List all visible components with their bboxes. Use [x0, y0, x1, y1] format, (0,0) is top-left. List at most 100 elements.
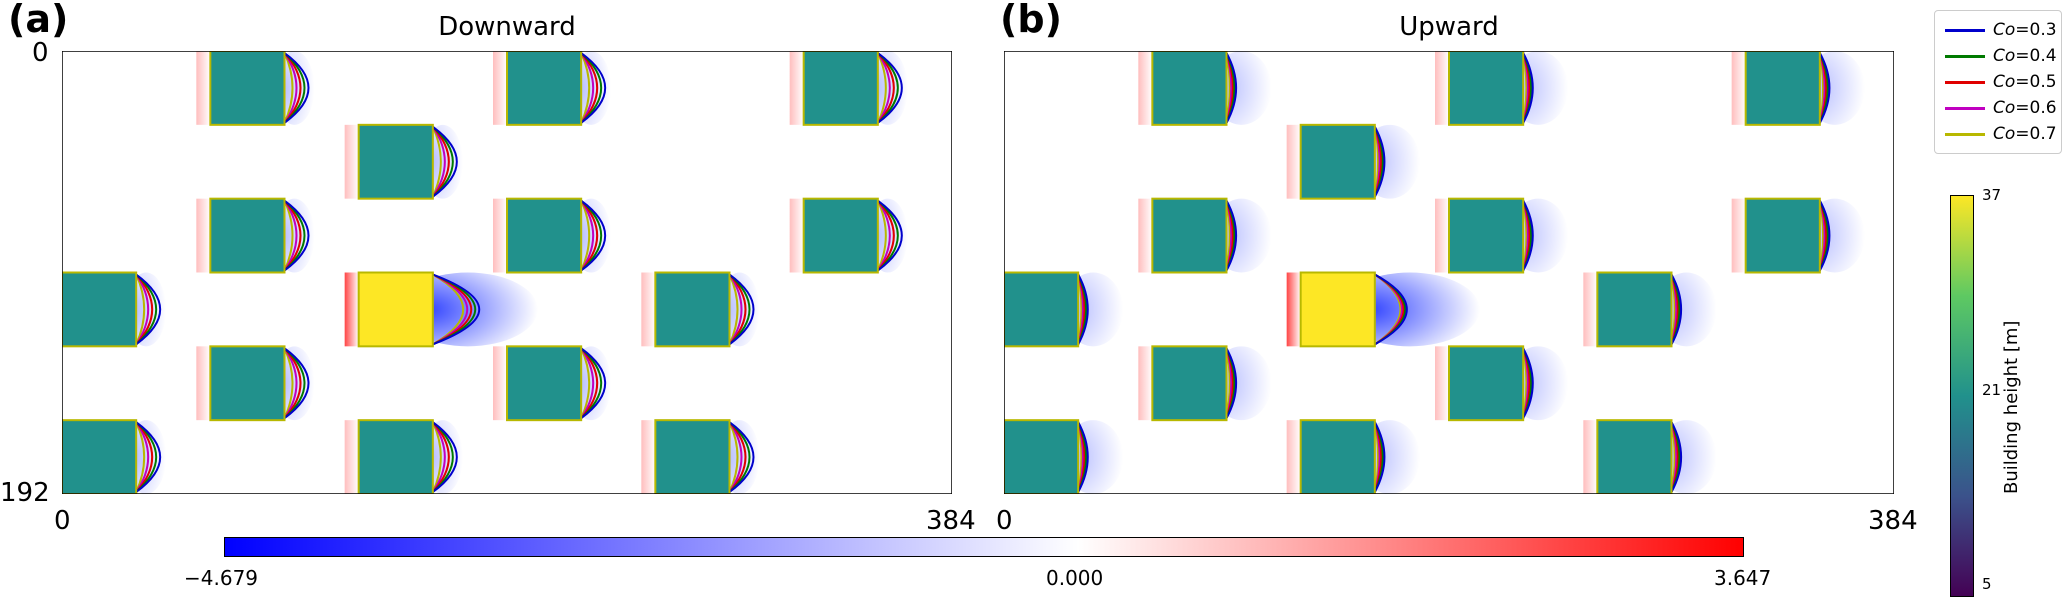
panel-a-contour-2-2: [877, 52, 895, 124]
panel-a-contour-5-4: [580, 200, 591, 271]
panel-a-contour-12-4: [135, 421, 146, 493]
panel-a-contour-6-4: [876, 200, 887, 271]
panel-b-upstream-band-11: [1435, 346, 1449, 421]
panel-b-building-10: [1151, 345, 1228, 422]
panel-a-contour-1-3: [580, 52, 595, 124]
height-colorbar-tick-mid: 21: [1982, 381, 2002, 399]
panel-b-building-9: [1596, 271, 1673, 348]
panel-a-building-0: [209, 51, 286, 126]
panel-a-contour-1-2: [580, 52, 599, 124]
panel-a-contour-1-4: [580, 52, 591, 124]
panel-a-contour-0-4: [283, 52, 294, 124]
panel-b-building-3: [1299, 123, 1376, 200]
panel-a-building-9: [654, 271, 731, 348]
panel-b-contour-13-0: [1373, 421, 1386, 493]
panel-b-contour-11-0: [1522, 347, 1534, 419]
panel-a-contour-2-0: [877, 52, 903, 124]
panel-b-x-tick-left: 0: [996, 506, 1013, 536]
panel-b-upstream-band-2: [1731, 51, 1746, 125]
panel-a-building-2: [802, 51, 879, 126]
panel-a-upstream-band-8: [344, 272, 359, 347]
panel-a-contour-0-3: [283, 52, 298, 124]
panel-a-building-14: [654, 419, 731, 494]
panel-a-upstream-band-11: [493, 346, 507, 421]
panel-a-contour-5-2: [580, 199, 599, 272]
legend-swatch-3: [1945, 106, 1985, 110]
panel-a-title: Downward: [438, 12, 576, 42]
panel-a-contour-11-0: [580, 347, 606, 419]
panel-a-upstream-band-1: [493, 51, 507, 125]
panel-b-buildings: [1004, 51, 1821, 494]
panel-b-building-13: [1299, 419, 1376, 494]
panel-a-building-12: [62, 419, 138, 494]
panel-b-contour-14-0: [1670, 421, 1682, 493]
panel-a-contour-9-2: [728, 273, 747, 346]
panel-b-upstream-band-1: [1435, 51, 1449, 125]
panel-b-upstream-band-4: [1138, 198, 1153, 273]
panel-a-upstream-band-0: [196, 51, 211, 125]
height-colorbar: [1950, 195, 1974, 597]
panel-b-upstream-band-5: [1435, 198, 1449, 273]
panel-a-contour-6-0: [877, 199, 903, 272]
panel-b-contour-8-0: [1374, 273, 1408, 346]
panel-b-upstream-band-6: [1731, 198, 1746, 273]
legend-swatch-2: [1945, 80, 1985, 84]
panel-a-building-4: [209, 197, 286, 274]
panel-a-contour-3-3: [432, 126, 446, 198]
panel-a-contour-14-3: [728, 421, 743, 493]
panel-b-contour-2-0: [1818, 52, 1831, 124]
panel-b-upstream-band-0: [1138, 51, 1153, 125]
panel-a-x-tick-right: 384: [926, 506, 976, 536]
panel-a-contour-13-4: [431, 421, 442, 493]
panel-b-title: Upward: [1399, 12, 1499, 42]
panel-a-contour-6-3: [877, 200, 891, 272]
panel-a-building-13: [357, 419, 434, 494]
panel-a-contour-8-0: [432, 273, 480, 346]
panel-a-upstream-band-13: [344, 420, 359, 494]
field-colorbar-min-label: −4.679: [184, 566, 259, 590]
panel-a-contour-3-2: [432, 126, 450, 198]
panel-b-contour-10-0: [1225, 347, 1237, 419]
legend-label-0: Co=0.3: [1993, 19, 2057, 40]
panel-a-contour-10-2: [283, 347, 302, 419]
panel-b-building-8: [1299, 271, 1376, 348]
panel-b-upstream-band-9: [1583, 272, 1598, 347]
panel-a-contours: [135, 52, 903, 493]
panel-a-contour-12-0: [135, 421, 161, 493]
panel-b-contour-1-0: [1522, 52, 1534, 124]
panel-a-upstream-band-5: [493, 198, 507, 273]
panel-a-contour-14-4: [728, 421, 739, 493]
panel-a-contour-5-0: [580, 199, 606, 272]
legend-entry-3: Co=0.6: [1945, 95, 2057, 121]
legend-label-1: Co=0.4: [1993, 45, 2057, 66]
legend-label-3: Co=0.6: [1993, 97, 2057, 118]
panel-b-building-11: [1448, 345, 1525, 422]
panel-b-upstream-band-8: [1286, 272, 1301, 347]
legend-label-4: Co=0.7: [1993, 123, 2057, 144]
panel-a-contour-4-4: [283, 200, 294, 271]
panel-a-y-tick-top: 0: [32, 38, 49, 68]
legend-swatch-4: [1945, 132, 1985, 136]
panel-a-upstream-band-9: [641, 272, 656, 347]
panel-a-contour-13-2: [432, 421, 450, 493]
height-colorbar-label: Building height [m]: [2001, 320, 2022, 494]
panel-a-contour-10-3: [283, 347, 298, 419]
height-colorbar-tick-top: 37: [1982, 186, 2002, 204]
panel-a-contour-6-2: [877, 199, 895, 272]
panel-b-building-6: [1744, 197, 1821, 274]
panel-b-contour-12-0: [1077, 421, 1089, 493]
panel-b-contour-0-0: [1225, 52, 1237, 124]
panel-b-building-7: [1004, 271, 1080, 348]
panel-a-contour-14-0: [728, 421, 755, 493]
panel-a-letter: (a): [8, 0, 69, 41]
panel-a-contour-2-4: [876, 52, 887, 124]
panel-a-contour-7-3: [135, 273, 150, 345]
panel-a-contour-13-0: [432, 421, 458, 493]
panel-b-upstream-band-10: [1138, 346, 1153, 421]
panel-b-contour-9-0: [1670, 274, 1682, 345]
panel-a-building-8: [357, 271, 434, 348]
panel-a-contour-11-2: [580, 347, 599, 419]
panel-b-building-5: [1448, 197, 1525, 274]
panel-b-contour-3-0: [1373, 126, 1386, 198]
height-colorbar-tick-bottom: 5: [1982, 575, 1992, 593]
